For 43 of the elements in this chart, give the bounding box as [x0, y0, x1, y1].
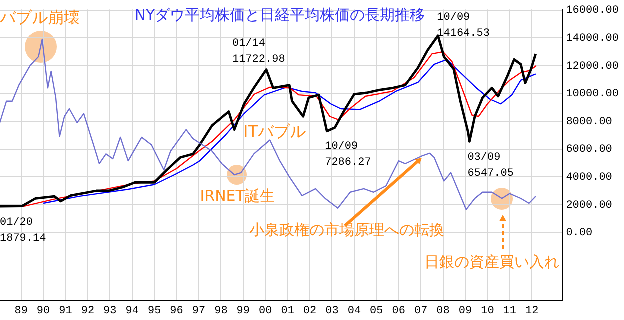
x-tick-label: 96: [170, 305, 184, 318]
x-tick-label: 98: [214, 305, 228, 318]
x-tick-label: 01: [281, 305, 295, 318]
x-tick-label: 91: [59, 305, 73, 318]
y-tick-label: 14000.00: [566, 33, 620, 45]
y-tick-label: 0.00: [566, 228, 593, 240]
x-tick-label: 09: [458, 305, 472, 318]
x-tick-label: 92: [81, 305, 95, 318]
x-tick-label: 90: [36, 305, 50, 318]
y-tick-label: 10000.00: [566, 88, 620, 101]
x-tick-label: 97: [192, 305, 206, 318]
y-tick-label: 2000.00: [566, 200, 612, 212]
y-tick-label: 12000.00: [566, 60, 620, 73]
annotation: バブル崩壊: [0, 8, 80, 28]
x-tick-label: 08: [436, 305, 450, 318]
y-tick-label: 8000.00: [566, 116, 612, 128]
annotation: 10/09 7286.27: [325, 140, 372, 172]
annotation: 01/14 11722.98: [232, 36, 286, 68]
x-tick-label: 93: [104, 305, 117, 318]
x-tick-label: 94: [126, 305, 140, 318]
x-tick-label: 12: [526, 305, 539, 318]
chart-title: NYダウ平均株価と日経平均株価の長期推移: [134, 6, 426, 24]
annotation: 日銀の資産買い入れ: [424, 252, 560, 271]
x-tick-label: 06: [392, 305, 406, 318]
annotation: 03/09 6547.05: [468, 150, 514, 182]
y-tick-label: 6000.00: [566, 144, 612, 156]
annotation: 01/20 1879.14: [0, 216, 46, 247]
x-tick-label: 02: [303, 305, 317, 318]
annotation: IRNET誕生: [200, 187, 275, 205]
y-tick-label: 16000.00: [566, 5, 620, 18]
x-tick-label: 04: [348, 305, 362, 318]
annotation: ITバブル: [244, 122, 306, 142]
x-tick-label: 05: [370, 305, 384, 318]
x-tick-label: 07: [414, 305, 428, 318]
x-tick-label: 89: [14, 305, 28, 318]
x-tick-label: 95: [148, 305, 162, 318]
x-tick-label: 99: [236, 305, 250, 318]
x-tick-label: 11: [503, 305, 517, 318]
x-tick-label: 00: [259, 305, 272, 318]
y-tick-label: 4000.00: [566, 172, 612, 184]
x-tick-label: 10: [481, 305, 494, 318]
x-tick-label: 03: [326, 305, 339, 318]
annotation: 10/09 14164.53: [437, 10, 490, 42]
